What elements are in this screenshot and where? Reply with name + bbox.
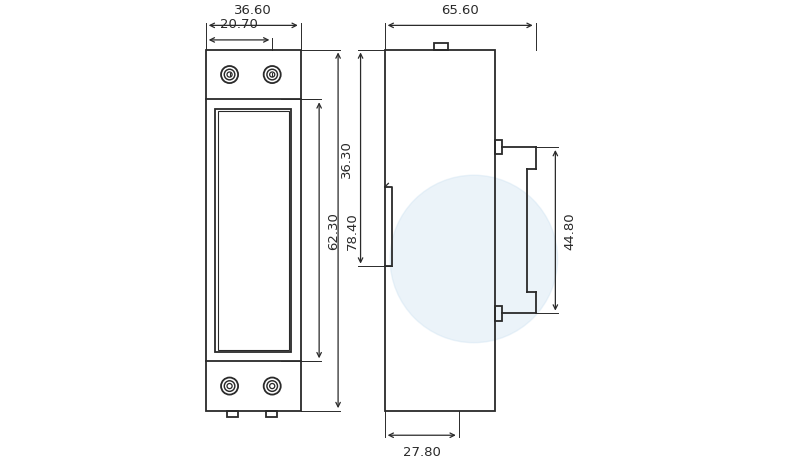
Text: 44.80: 44.80 xyxy=(563,212,576,250)
Bar xyxy=(215,109,291,353)
Text: 36.60: 36.60 xyxy=(234,4,272,17)
Text: 20.70: 20.70 xyxy=(220,18,258,31)
Bar xyxy=(435,44,447,50)
Bar xyxy=(206,50,301,411)
Bar xyxy=(226,411,238,418)
Text: 36.30: 36.30 xyxy=(339,140,353,178)
Text: 78.40: 78.40 xyxy=(346,212,359,250)
Text: 27.80: 27.80 xyxy=(402,445,440,458)
Bar xyxy=(495,140,502,155)
Text: 65.60: 65.60 xyxy=(441,4,479,17)
Bar xyxy=(495,307,502,321)
Text: 62.30: 62.30 xyxy=(327,212,340,250)
Bar xyxy=(218,112,289,350)
Circle shape xyxy=(390,176,558,343)
Bar xyxy=(385,50,495,411)
Bar xyxy=(266,411,277,418)
